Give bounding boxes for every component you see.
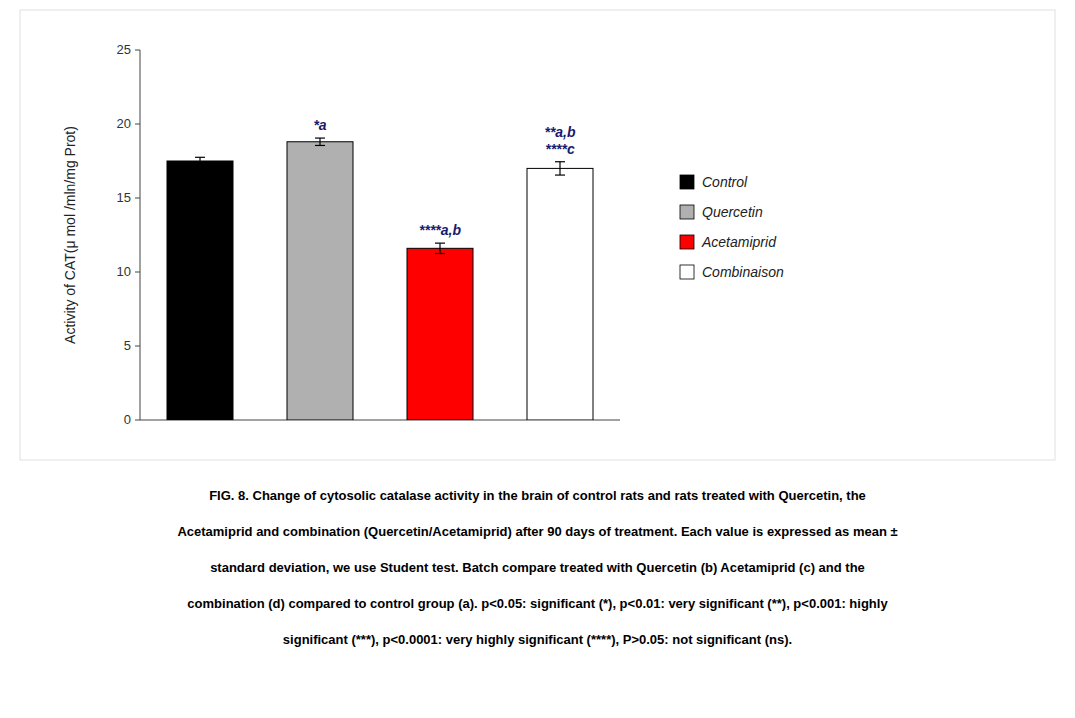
bars [167, 138, 593, 420]
caption-line: combination (d) compared to control grou… [187, 596, 888, 611]
legend: Control Quercetin Acetamiprid Combinaison [680, 174, 784, 280]
bar [287, 142, 353, 420]
error-bar-stem [559, 162, 560, 175]
y-tick [135, 346, 140, 347]
y-tick [135, 124, 140, 125]
error-bar [435, 243, 445, 253]
legend-label: Acetamiprid [701, 234, 777, 250]
error-bar-cap [555, 174, 565, 175]
error-bar-cap [195, 164, 205, 165]
error-bar [555, 162, 565, 175]
y-tick-label: 10 [117, 264, 131, 279]
caption-line: FIG. 8. Change of cytosolic catalase act… [209, 488, 866, 503]
legend-swatch [680, 205, 694, 219]
caption-line: standard deviation, we use Student test.… [210, 560, 865, 575]
legend-swatch [680, 235, 694, 249]
bar [167, 161, 233, 420]
error-bar-cap [435, 243, 445, 244]
caption-line: Acetamiprid and combination (Quercetin/A… [177, 524, 897, 539]
caption-line: significant (***), p<0.0001: very highly… [283, 632, 792, 647]
error-bar-stem [199, 157, 200, 164]
legend-swatch [680, 265, 694, 279]
y-tick-label: 25 [117, 42, 131, 57]
error-bar-cap [195, 157, 205, 158]
y-axis: 0 5 10 15 20 25 [117, 42, 140, 427]
chart: 0 5 10 15 20 25 Activity of CAT(μ mol /mln/mg … [0, 0, 1075, 718]
error-bar-cap [435, 253, 445, 254]
error-bar-cap [315, 145, 325, 146]
error-bar-stem [439, 243, 440, 253]
legend-swatch [680, 175, 694, 189]
y-tick-label: 15 [117, 190, 131, 205]
y-axis-label: Activity of CAT(μ mol /mln/mg Prot) [62, 126, 78, 344]
chart-frame [20, 10, 1055, 460]
annotation: ****c [545, 141, 575, 157]
error-bar-stem [319, 138, 320, 145]
bar [407, 248, 473, 420]
y-tick-label: 20 [117, 116, 131, 131]
y-tick [135, 420, 140, 421]
y-axis-line [140, 50, 141, 420]
y-tick [135, 272, 140, 273]
y-tick-label: 0 [124, 412, 131, 427]
error-bar-cap [555, 161, 565, 162]
bar [527, 168, 593, 420]
annotation: *a [313, 117, 326, 133]
y-tick [135, 198, 140, 199]
legend-label: Control [702, 174, 748, 190]
error-bar-cap [315, 137, 325, 138]
error-bar [195, 157, 205, 164]
legend-label: Combinaison [702, 264, 784, 280]
error-bar [315, 138, 325, 145]
annotation: ****a,b [419, 222, 461, 238]
legend-label: Quercetin [702, 204, 763, 220]
annotation: **a,b [544, 124, 576, 140]
y-tick-label: 5 [124, 338, 131, 353]
caption: FIG. 8. Change of cytosolic catalase act… [177, 488, 897, 647]
y-tick [135, 50, 140, 51]
